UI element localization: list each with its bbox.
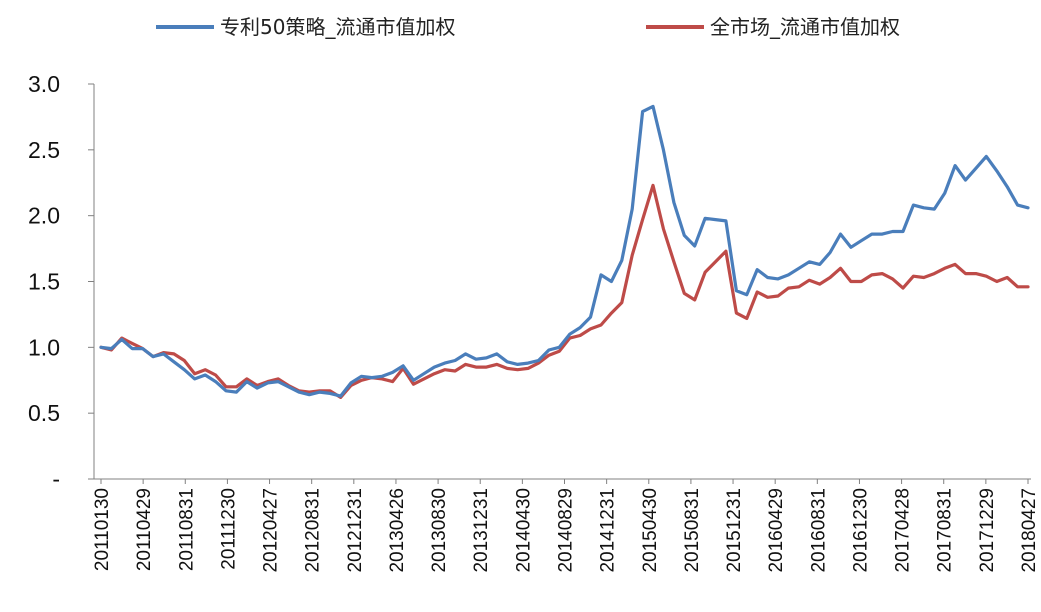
x-tick-label: 20130830 (429, 488, 450, 573)
y-tick-label: 2.0 (28, 203, 60, 229)
y-tick-label: 0.5 (28, 400, 60, 426)
x-tick-label: 20130426 (387, 488, 408, 573)
series-line-2 (99, 183, 1030, 399)
x-tick-label: 20150831 (682, 488, 703, 573)
x-tick-label: 20131231 (471, 488, 492, 573)
x-tick-label: 20160831 (808, 488, 829, 573)
x-tick-label: 20121231 (345, 488, 366, 573)
x-tick-label: 20140430 (513, 488, 534, 573)
legend-label-series-2: 全市场_流通市值加权 (710, 15, 900, 39)
x-tick-label: 20170831 (935, 488, 956, 573)
axes (93, 84, 1031, 480)
x-tick-label: 20150430 (640, 488, 661, 573)
y-tick-label: - (52, 466, 60, 492)
y-tick-label: 3.0 (28, 71, 60, 97)
x-tick-label: 20110130 (92, 488, 113, 571)
x-tick-label: 20140829 (556, 488, 577, 573)
x-tick-label: 20161230 (850, 488, 871, 573)
y-tick-label: 1.5 (28, 269, 60, 295)
legend-label-series-1: 专利50策略_流通市值加权 (220, 15, 455, 39)
x-tick-label: 20141231 (598, 488, 619, 573)
series-line-1 (99, 104, 1030, 398)
x-tick-label: 20120427 (261, 488, 282, 573)
x-tick-label: 20160429 (766, 488, 787, 573)
y-tick-label: 1.0 (28, 334, 60, 360)
x-tick-label: 20180427 (1019, 488, 1040, 573)
series-lines (99, 104, 1030, 399)
x-tick-label: 20110429 (134, 488, 155, 571)
x-tick-label: 20120831 (303, 488, 324, 573)
legend: 专利50策略_流通市值加权 全市场_流通市值加权 (156, 15, 900, 39)
x-tick-label: 20151231 (724, 488, 745, 573)
x-axis-ticks: 20110130 20110429 20110831 20111230 20120427… (92, 479, 1040, 573)
y-tick-label: 2.5 (28, 137, 60, 163)
x-tick-label: 20110831 (176, 488, 197, 571)
y-axis-ticks: - 0.5 1.0 1.5 2.0 2.5 3.0 (28, 71, 94, 492)
x-tick-label: 20171229 (977, 488, 998, 573)
x-tick-label: 20170428 (893, 488, 914, 573)
x-tick-label: 20111230 (218, 488, 239, 570)
